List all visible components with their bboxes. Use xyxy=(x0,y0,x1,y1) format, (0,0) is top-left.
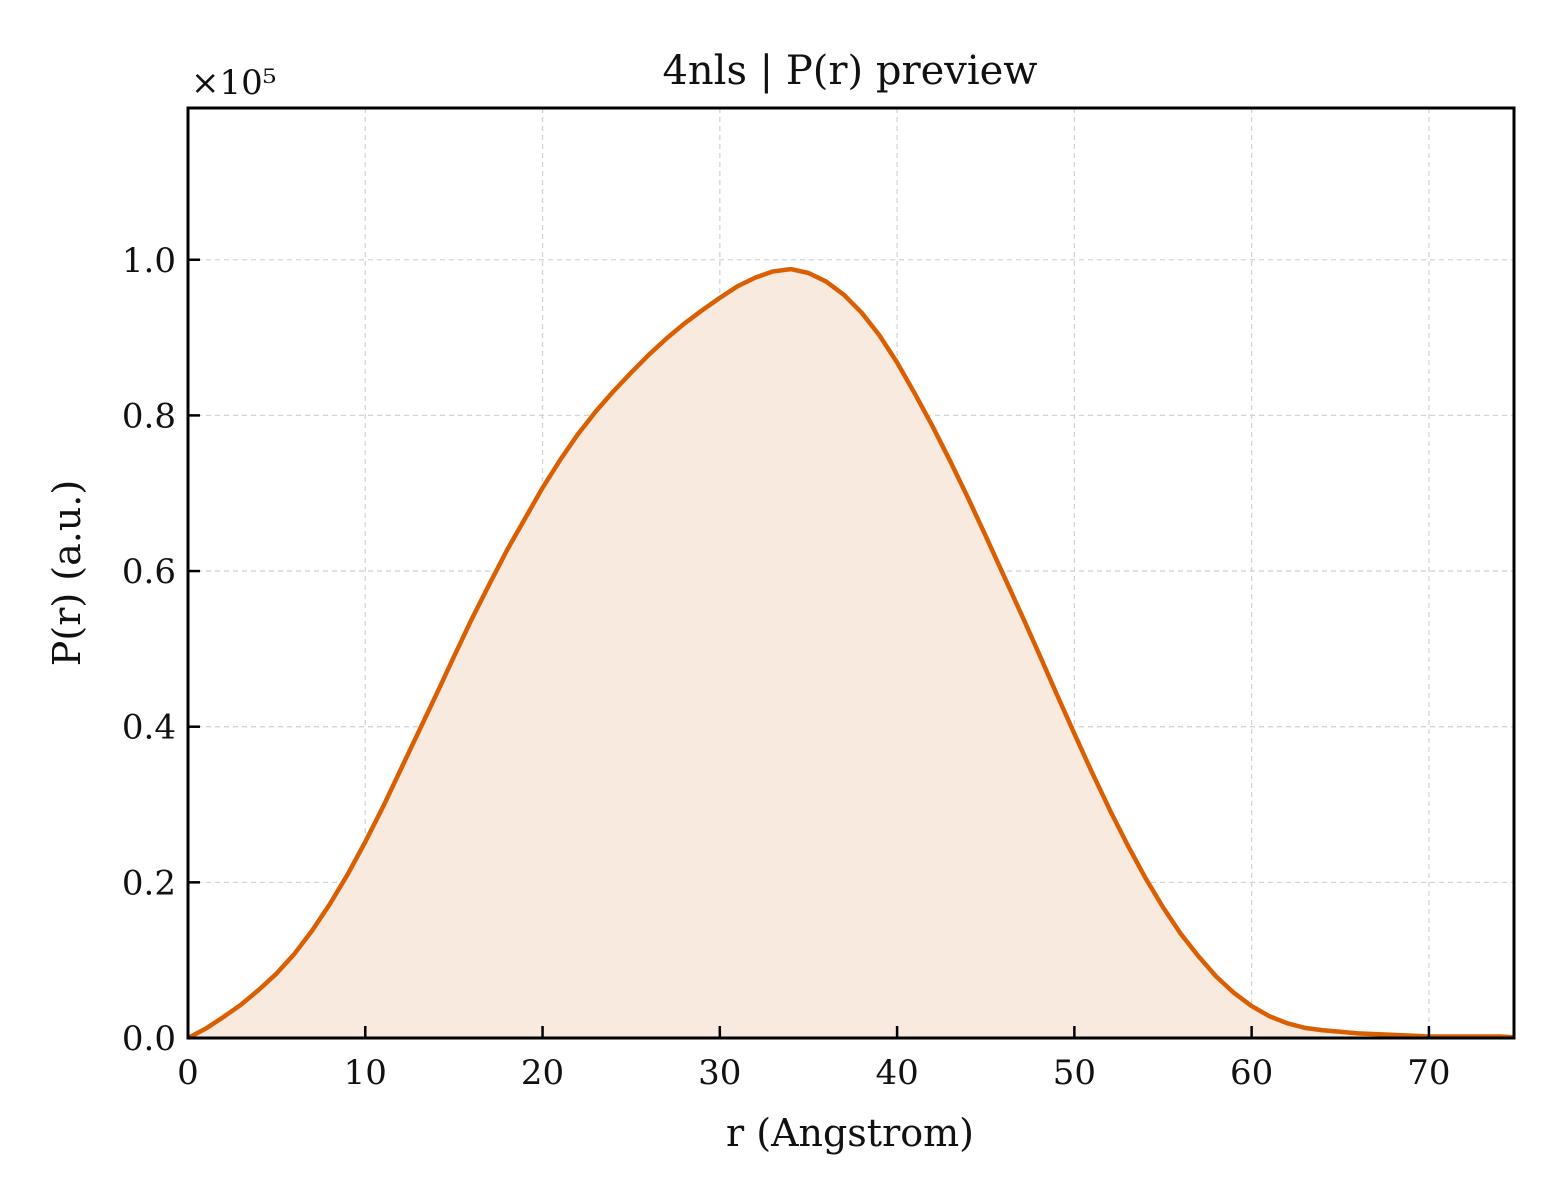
series-line xyxy=(186,266,1515,1040)
x-tick-label: 10 xyxy=(344,1053,387,1093)
x-tick-label: 20 xyxy=(521,1053,564,1093)
y-tick-label: 0.6 xyxy=(122,552,176,592)
y-tick-label: 0.8 xyxy=(122,396,176,436)
x-axis-title: r (Angstrom) xyxy=(726,1111,974,1155)
x-tick-label: 40 xyxy=(875,1053,918,1093)
area-fill xyxy=(188,269,1514,1039)
x-tick-label: 60 xyxy=(1230,1053,1273,1093)
y-scale-label: ×10⁵ xyxy=(191,63,276,103)
y-tick-label: 0.0 xyxy=(122,1019,176,1059)
x-tick-label: 50 xyxy=(1053,1053,1096,1093)
x-tick-label: 70 xyxy=(1407,1053,1450,1093)
chart-title: 4nls | P(r) preview xyxy=(662,48,1037,94)
plot-frame xyxy=(186,106,1516,1040)
y-tick-label: 1.0 xyxy=(122,241,176,281)
y-axis-title: P(r) (a.u.) xyxy=(45,480,89,666)
ticks: 0 10 20 30 40 50 60 70 0.0 0.2 0.4 0.6 0.8 1.0 xyxy=(122,241,1451,1093)
y-tick-label: 0.2 xyxy=(122,863,176,903)
x-tick-label: 0 xyxy=(177,1053,199,1093)
x-tick-label: 30 xyxy=(698,1053,741,1093)
y-tick-label: 0.4 xyxy=(122,708,176,748)
